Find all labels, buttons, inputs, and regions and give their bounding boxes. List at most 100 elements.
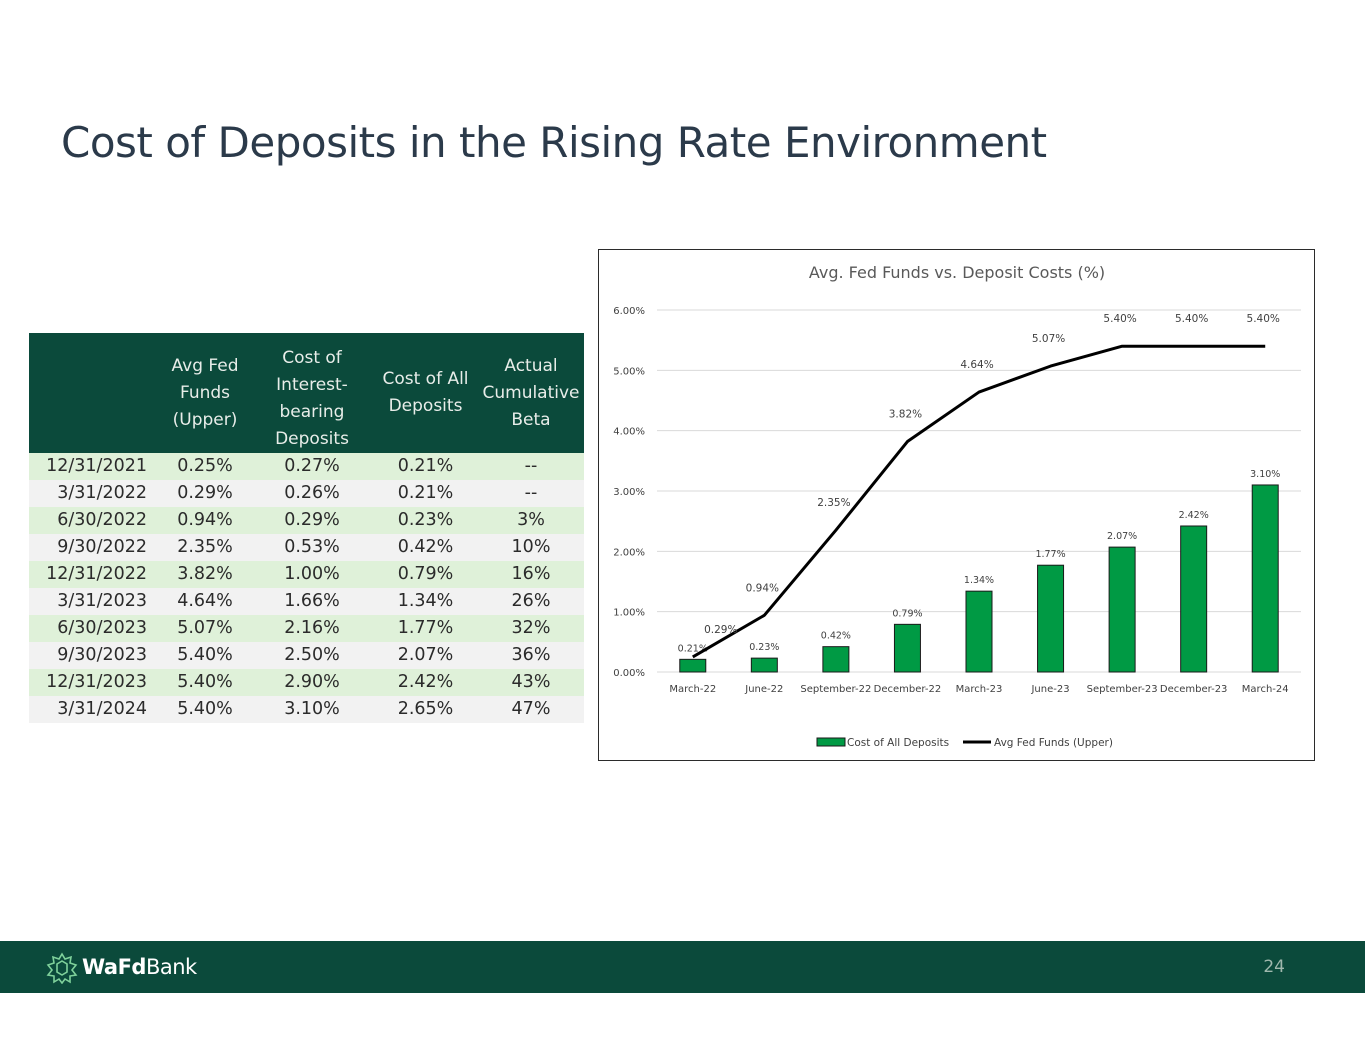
cell-cost-interest-bearing: 2.50%: [251, 642, 373, 669]
bar: [1251, 484, 1279, 673]
y-tick-label: 4.00%: [613, 427, 645, 438]
cell-avg-fed-funds: 5.07%: [159, 615, 251, 642]
table-row: 12/31/2021 0.25% 0.27% 0.21% --: [29, 453, 584, 480]
cell-date: 9/30/2023: [29, 642, 159, 669]
header-line: bearing: [279, 402, 345, 422]
bar-data-label: 2.42%: [1179, 510, 1209, 521]
table-row: 12/31/2022 3.82% 1.00% 0.79% 16%: [29, 561, 584, 588]
x-tick-label: March-22: [669, 684, 716, 695]
x-tick-label: September-22: [800, 684, 871, 695]
line-data-label: 5.40%: [1247, 313, 1280, 325]
x-tick-label: December-23: [1160, 684, 1228, 695]
y-tick-label: 3.00%: [613, 487, 645, 498]
chart-svg: Avg. Fed Funds vs. Deposit Costs (%) 0.00…: [613, 263, 1301, 749]
cell-cost-interest-bearing: 2.90%: [251, 669, 373, 696]
line-data-label: 5.07%: [1032, 333, 1065, 345]
x-tick-label: June-22: [744, 684, 783, 695]
bar: [750, 657, 778, 673]
footer-bar: WaFdBank 24: [0, 941, 1365, 993]
cell-avg-fed-funds: 5.40%: [159, 642, 251, 669]
line-data-label: 5.40%: [1103, 313, 1136, 325]
cell-date: 12/31/2022: [29, 561, 159, 588]
line-data-label: 4.64%: [960, 359, 993, 371]
bar-data-label: 0.79%: [892, 608, 922, 619]
header-line: (Upper): [172, 409, 238, 430]
cell-cost-all-deposits: 0.21%: [373, 480, 478, 507]
cell-avg-fed-funds: 5.40%: [159, 669, 251, 696]
cell-date: 3/31/2022: [29, 480, 159, 507]
header-cost-interest-bearing: Cost of Interest- bearing Deposits: [251, 333, 373, 453]
cell-date: 3/31/2024: [29, 696, 159, 723]
table-row: 3/31/2023 4.64% 1.66% 1.34% 26%: [29, 588, 584, 615]
cell-cost-interest-bearing: 0.53%: [251, 534, 373, 561]
header-line: Funds: [179, 382, 231, 403]
header-line: Cost of All: [382, 369, 469, 389]
bar-data-label: 0.23%: [749, 642, 779, 653]
page-number: 24: [1263, 957, 1285, 977]
header-line: Cumulative: [482, 382, 580, 403]
cell-cumulative-beta: 43%: [478, 669, 584, 696]
cell-avg-fed-funds: 5.40%: [159, 696, 251, 723]
header-line: Deposits: [388, 396, 463, 416]
cell-cost-all-deposits: 2.65%: [373, 696, 478, 723]
cell-date: 12/31/2021: [29, 453, 159, 480]
table-row: 3/31/2024 5.40% 3.10% 2.65% 47%: [29, 696, 584, 723]
cell-cost-all-deposits: 0.42%: [373, 534, 478, 561]
cell-cost-interest-bearing: 2.16%: [251, 615, 373, 642]
cell-cost-interest-bearing: 3.10%: [251, 696, 373, 723]
header-cost-all-deposits: Cost of All Deposits: [373, 333, 478, 453]
table-row: 6/30/2022 0.94% 0.29% 0.23% 3%: [29, 507, 584, 534]
bar-data-label: 1.34%: [964, 575, 994, 586]
line-data-label: 5.40%: [1175, 313, 1208, 325]
bar: [1180, 525, 1208, 673]
cell-cumulative-beta: 36%: [478, 642, 584, 669]
cell-avg-fed-funds: 4.64%: [159, 588, 251, 615]
cell-date: 6/30/2022: [29, 507, 159, 534]
cell-cumulative-beta: --: [478, 453, 584, 480]
brand-name-light: Bank: [145, 955, 197, 979]
cell-cost-all-deposits: 1.34%: [373, 588, 478, 615]
cell-cost-all-deposits: 2.07%: [373, 642, 478, 669]
cell-cumulative-beta: 32%: [478, 615, 584, 642]
bar-data-label: 0.21%: [678, 643, 708, 654]
y-tick-label: 0.00%: [613, 668, 645, 679]
y-tick-label: 6.00%: [613, 306, 645, 317]
header-line: Interest-: [276, 375, 348, 395]
header-line: Deposits: [275, 429, 349, 449]
rate-table: Avg Fed Funds (Upper) Cost of Interest- …: [29, 333, 584, 723]
header-avg-fed-funds: Avg Fed Funds (Upper): [159, 333, 251, 453]
bar: [1108, 546, 1136, 673]
table-body: 12/31/2021 0.25% 0.27% 0.21% -- 3/31/2022 0.29…: [29, 453, 584, 723]
bar-data-label: 2.07%: [1107, 531, 1137, 542]
x-tick-label: September-23: [1087, 684, 1158, 695]
table-header-row: Avg Fed Funds (Upper) Cost of Interest- …: [29, 333, 584, 453]
y-tick-label: 5.00%: [613, 366, 645, 377]
cell-date: 3/31/2023: [29, 588, 159, 615]
legend-label-deposits: Cost of All Deposits: [847, 737, 949, 749]
line-data-label: 0.29%: [704, 624, 737, 636]
cell-avg-fed-funds: 0.25%: [159, 453, 251, 480]
table-row: 9/30/2022 2.35% 0.53% 0.42% 10%: [29, 534, 584, 561]
cell-cost-interest-bearing: 0.27%: [251, 453, 373, 480]
wafd-emblem-icon: [46, 952, 78, 984]
bar-data-label: 3.10%: [1250, 469, 1280, 480]
page-title: Cost of Deposits in the Rising Rate Envi…: [61, 118, 1047, 167]
bar-data-label: 0.42%: [821, 631, 851, 642]
cell-avg-fed-funds: 0.29%: [159, 480, 251, 507]
cell-cost-all-deposits: 1.77%: [373, 615, 478, 642]
x-tick-label: March-23: [956, 684, 1003, 695]
brand-name: WaFdBank: [82, 955, 197, 979]
cell-cost-interest-bearing: 0.29%: [251, 507, 373, 534]
cell-cost-interest-bearing: 1.66%: [251, 588, 373, 615]
y-tick-label: 1.00%: [613, 608, 645, 619]
cell-date: 12/31/2023: [29, 669, 159, 696]
bar: [822, 646, 850, 673]
table-row: 3/31/2022 0.29% 0.26% 0.21% --: [29, 480, 584, 507]
cell-cost-all-deposits: 0.21%: [373, 453, 478, 480]
cell-date: 9/30/2022: [29, 534, 159, 561]
cell-cumulative-beta: 3%: [478, 507, 584, 534]
cell-cost-interest-bearing: 0.26%: [251, 480, 373, 507]
cell-cost-all-deposits: 0.79%: [373, 561, 478, 588]
line-data-label: 3.82%: [889, 409, 922, 421]
cell-cumulative-beta: --: [478, 480, 584, 507]
